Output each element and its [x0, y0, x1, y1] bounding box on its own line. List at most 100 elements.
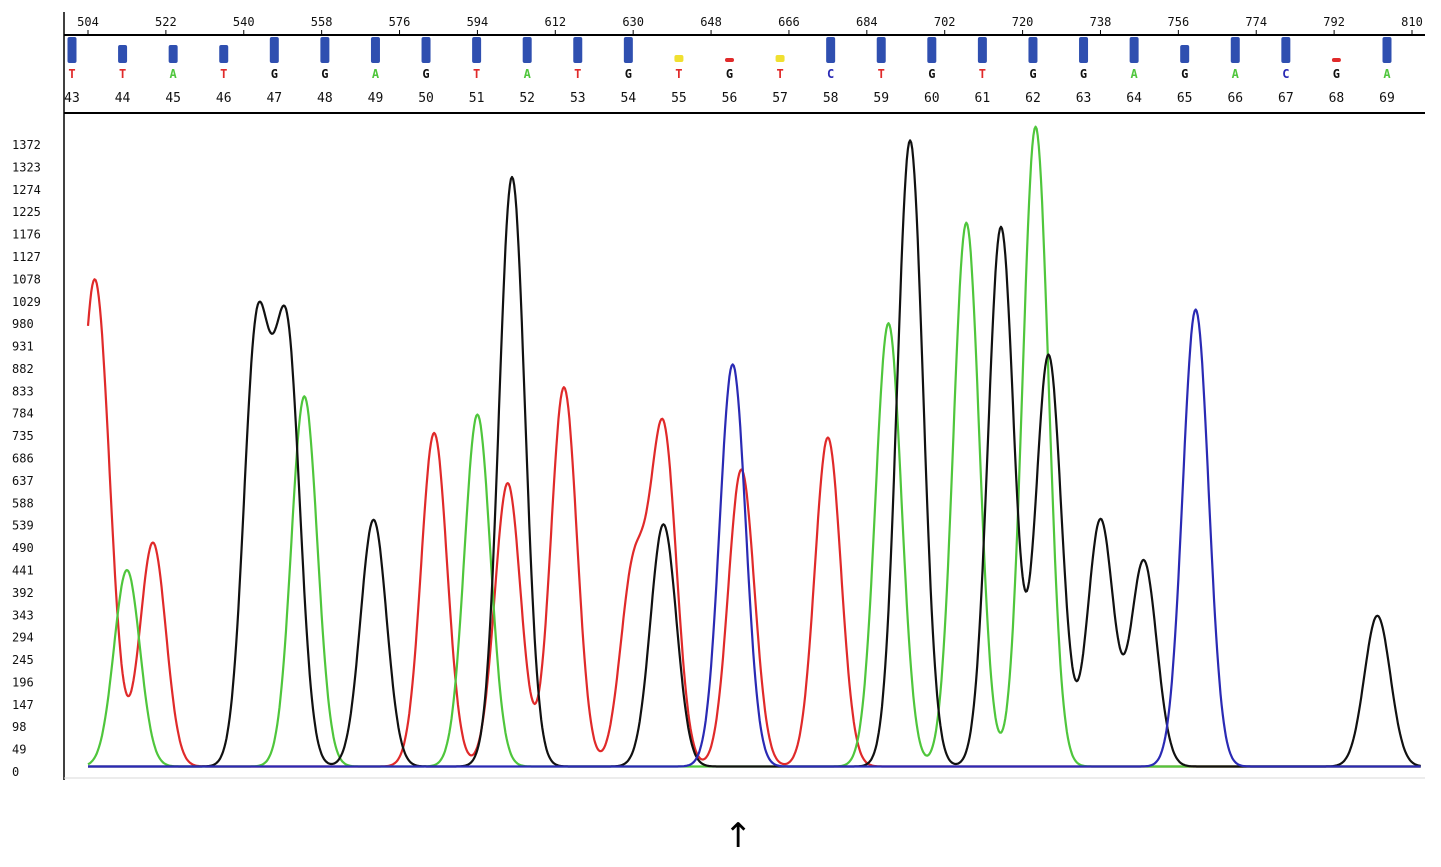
scan-tick-label: 756: [1168, 15, 1190, 29]
base-position-label: 50: [418, 91, 434, 106]
quality-bar: [168, 45, 178, 63]
base-call-label: C: [1282, 67, 1289, 81]
y-tick-label: 1078: [12, 272, 41, 286]
base-position-label: 49: [368, 91, 384, 106]
base-call-label: A: [1130, 67, 1138, 81]
quality-bar: [927, 37, 937, 63]
y-tick-label: 833: [12, 384, 34, 398]
y-tick-label: 1372: [12, 138, 41, 152]
quality-bar: [977, 37, 987, 63]
quality-bar: [370, 37, 380, 63]
y-tick-label: 441: [12, 563, 34, 577]
y-tick-label: 1323: [12, 160, 41, 174]
quality-bar: [67, 37, 77, 63]
base-position-label: 47: [266, 91, 282, 106]
quality-bar: [1180, 45, 1190, 63]
quality-bar: [1129, 37, 1139, 63]
base-position-label: 58: [823, 91, 839, 106]
scan-tick-label: 648: [700, 15, 722, 29]
quality-bar: [1382, 37, 1392, 63]
base-call-label: A: [524, 67, 532, 81]
base-call-label: G: [1080, 67, 1087, 81]
base-call-label: G: [726, 67, 733, 81]
y-tick-label: 882: [12, 362, 34, 376]
trace-lines: [86, 125, 1421, 768]
y-tick-label: 49: [12, 743, 26, 757]
base-position-label: 67: [1278, 91, 1294, 106]
base-position-label: 62: [1025, 91, 1041, 106]
y-tick-label: 1176: [12, 228, 41, 242]
trace-C: [88, 308, 1421, 768]
base-position-label: 65: [1177, 91, 1193, 106]
base-position-label: 43: [64, 91, 80, 106]
base-call-label: G: [271, 67, 278, 81]
base-position-label: 57: [772, 91, 788, 106]
base-position-label: 52: [519, 91, 535, 106]
quality-bar: [118, 45, 128, 63]
y-tick-label: 539: [12, 519, 34, 533]
base-position-label: 64: [1126, 91, 1142, 106]
scan-tick-label: 684: [856, 15, 878, 29]
scan-tick-label: 594: [467, 15, 489, 29]
scan-tick-label: 576: [389, 15, 411, 29]
base-call-label: G: [321, 67, 328, 81]
base-call-label: C: [827, 67, 834, 81]
quality-bar: [1028, 37, 1038, 63]
base-position-label: 60: [924, 91, 940, 106]
quality-bar: [1079, 37, 1089, 63]
y-tick-label: 1029: [12, 295, 41, 309]
y-tick-label: 196: [12, 675, 34, 689]
y-tick-label: 686: [12, 452, 34, 466]
y-tick-label: 980: [12, 317, 34, 331]
base-position-label: 48: [317, 91, 333, 106]
base-call-label: T: [473, 67, 480, 81]
base-position-label: 44: [115, 91, 131, 106]
scan-tick-label: 810: [1401, 15, 1423, 29]
y-tick-label: 98: [12, 720, 26, 734]
y-tick-label: 1225: [12, 205, 41, 219]
base-position-label: 53: [570, 91, 586, 106]
quality-bar: [826, 37, 836, 63]
scan-tick-label: 666: [778, 15, 800, 29]
base-position-row: 43 44 45 46 47 48 49 50 51 52 53 54 55 56 57 58 59 60 61 62…: [64, 91, 1395, 106]
quality-bars: [67, 37, 1392, 63]
y-tick-label: 588: [12, 496, 34, 510]
base-call-label: T: [979, 67, 986, 81]
scan-tick-label: 522: [155, 15, 177, 29]
scan-tick-label: 702: [934, 15, 956, 29]
base-position-label: 46: [216, 91, 232, 106]
base-position-label: 51: [469, 91, 485, 106]
y-tick-label: 392: [12, 586, 34, 600]
base-position-label: 56: [722, 91, 738, 106]
base-position-label: 45: [165, 91, 181, 106]
quality-bar: [775, 55, 785, 62]
y-tick-label: 784: [12, 407, 34, 421]
quality-bar: [573, 37, 583, 63]
y-tick-label: 931: [12, 340, 34, 354]
scan-tick-label: 558: [311, 15, 333, 29]
base-call-label: G: [1029, 67, 1036, 81]
y-tick-label: 1274: [12, 183, 41, 197]
quality-bar: [876, 37, 886, 63]
trace-G: [88, 139, 1421, 768]
scan-tick-label: 630: [622, 15, 644, 29]
base-call-label: T: [220, 67, 227, 81]
quality-bar: [1281, 37, 1291, 63]
base-call-label: G: [1181, 67, 1188, 81]
scan-tick-label: 540: [233, 15, 255, 29]
quality-bar: [674, 55, 684, 62]
base-call-label: G: [928, 67, 935, 81]
base-position-label: 66: [1227, 91, 1243, 106]
scan-tick-label: 738: [1090, 15, 1112, 29]
scan-tick-label: 774: [1245, 15, 1267, 29]
base-position-label: 61: [975, 91, 991, 106]
base-call-label: T: [675, 67, 682, 81]
y-tick-label: 245: [12, 653, 34, 667]
base-position-label: 68: [1329, 91, 1345, 106]
base-call-label: G: [625, 67, 632, 81]
base-call-label: A: [170, 67, 178, 81]
base-call-label: T: [878, 67, 885, 81]
base-position-label: 59: [873, 91, 889, 106]
base-position-label: 63: [1076, 91, 1092, 106]
